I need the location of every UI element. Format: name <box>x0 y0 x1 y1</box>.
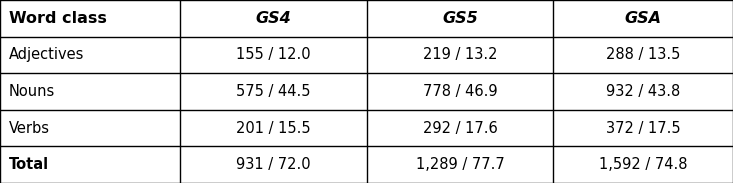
Text: GSA: GSA <box>625 11 662 26</box>
Text: 292 / 17.6: 292 / 17.6 <box>423 121 497 136</box>
Text: 1,289 / 77.7: 1,289 / 77.7 <box>416 157 504 172</box>
Text: GS4: GS4 <box>255 11 291 26</box>
Text: 372 / 17.5: 372 / 17.5 <box>606 121 680 136</box>
Text: Adjectives: Adjectives <box>9 47 84 62</box>
Text: 155 / 12.0: 155 / 12.0 <box>236 47 310 62</box>
Text: 1,592 / 74.8: 1,592 / 74.8 <box>599 157 688 172</box>
Text: 288 / 13.5: 288 / 13.5 <box>606 47 680 62</box>
Text: 219 / 13.2: 219 / 13.2 <box>423 47 497 62</box>
Text: Verbs: Verbs <box>9 121 50 136</box>
Text: 575 / 44.5: 575 / 44.5 <box>236 84 310 99</box>
Text: Word class: Word class <box>9 11 107 26</box>
Text: 201 / 15.5: 201 / 15.5 <box>236 121 310 136</box>
Text: 778 / 46.9: 778 / 46.9 <box>423 84 497 99</box>
Text: 931 / 72.0: 931 / 72.0 <box>236 157 310 172</box>
Text: Total: Total <box>9 157 49 172</box>
Text: GS5: GS5 <box>442 11 478 26</box>
Text: Nouns: Nouns <box>9 84 55 99</box>
Text: 932 / 43.8: 932 / 43.8 <box>606 84 680 99</box>
